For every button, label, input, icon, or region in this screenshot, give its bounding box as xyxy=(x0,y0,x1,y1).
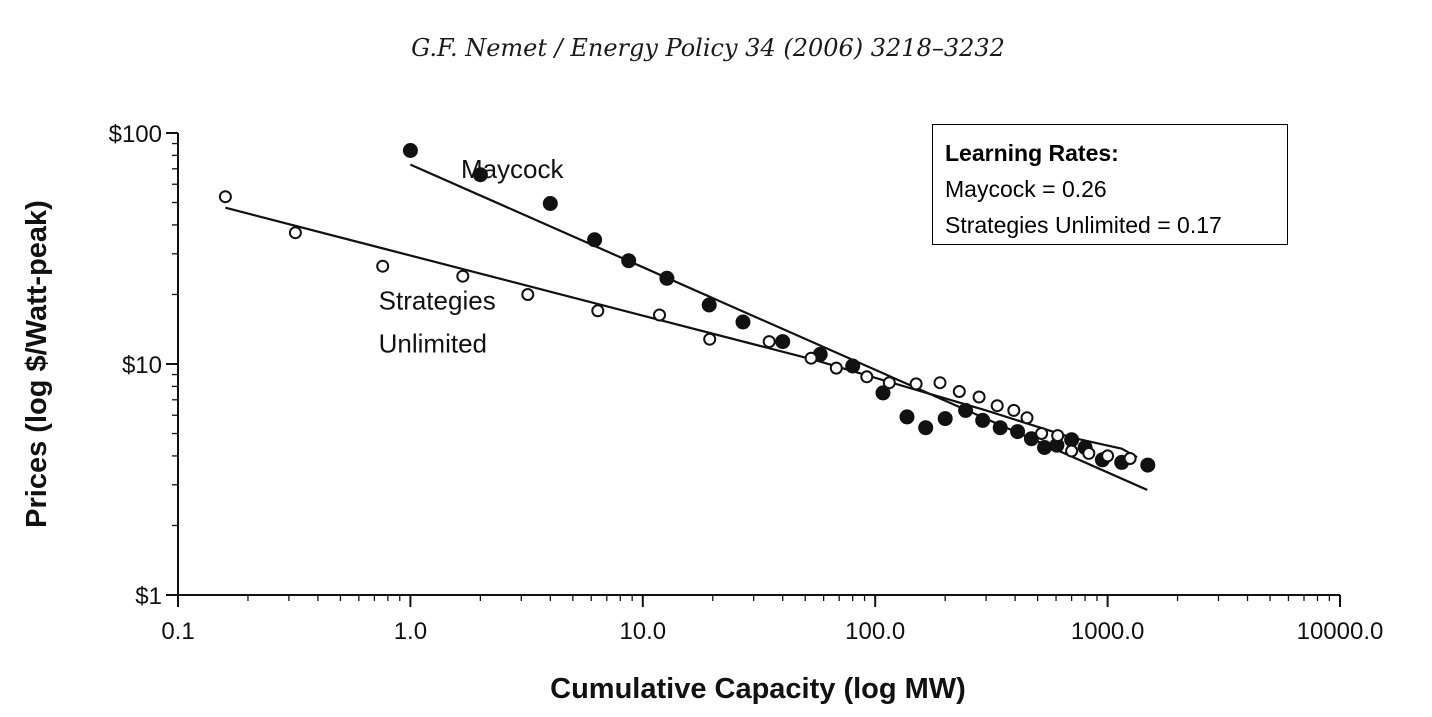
maycock-point xyxy=(918,420,934,436)
maycock-point xyxy=(1140,457,1156,473)
strategies-unlimited-point xyxy=(829,361,843,375)
maycock-point xyxy=(775,334,791,350)
y-tick-label: $100 xyxy=(109,121,162,148)
maycock-fit-line xyxy=(409,163,1148,491)
strategies-unlimited-point xyxy=(1082,446,1096,460)
chart-labels: Prices (log $/Watt-peak) Cumulative Capa… xyxy=(21,154,966,705)
strategies-unlimited-point xyxy=(990,399,1004,413)
series-annotation: Unlimited xyxy=(379,329,487,359)
maycock-point xyxy=(402,143,418,158)
maycock-point xyxy=(542,196,558,211)
strategies-unlimited-point xyxy=(952,385,966,398)
strategies-unlimited-point xyxy=(1020,411,1034,425)
maycock-point xyxy=(621,253,637,269)
maycock-point xyxy=(701,297,717,313)
journal-header: G.F. Nemet / Energy Policy 34 (2006) 321… xyxy=(411,34,1005,62)
series-annotation: Strategies xyxy=(379,286,496,316)
maycock-point xyxy=(975,412,991,428)
maycock-point xyxy=(992,420,1008,436)
strategies-unlimited-point xyxy=(456,269,470,283)
strategies-unlimited-point xyxy=(1101,449,1115,463)
x-tick-label: 100.0 xyxy=(845,618,905,645)
strategies-unlimited-point xyxy=(703,332,717,346)
x-axis-title: Cumulative Capacity (log MW) xyxy=(550,673,966,705)
strategies-unlimited-point xyxy=(1123,452,1137,465)
strategies-unlimited-point xyxy=(1065,444,1079,458)
x-tick-label: 1.0 xyxy=(394,618,427,645)
strategies-unlimited-point xyxy=(882,376,896,390)
strategies-unlimited-point xyxy=(762,335,776,349)
learning-rates-box: Learning Rates: Maycock = 0.26 Strategie… xyxy=(932,124,1288,245)
strategies-unlimited-point xyxy=(218,190,232,204)
maycock-point xyxy=(587,232,603,248)
maycock-point xyxy=(472,167,488,183)
strategies-unlimited-point xyxy=(909,377,923,391)
maycock-rate: Maycock = 0.26 xyxy=(945,176,1107,202)
strategies-unlimited-point xyxy=(1007,403,1021,417)
strategies-unlimited-point xyxy=(972,390,986,404)
x-tick-label: 1000.0 xyxy=(1071,618,1144,645)
y-axis-title: Prices (log $/Watt-peak) xyxy=(21,200,53,528)
maycock-point xyxy=(937,411,953,427)
maycock-point xyxy=(659,270,675,286)
maycock-point xyxy=(1037,440,1052,455)
strategies-unlimited-point xyxy=(288,226,302,240)
strategies-unlimited-point xyxy=(860,370,874,384)
maycock-point xyxy=(899,409,915,425)
maycock-point xyxy=(845,358,861,374)
maycock-point xyxy=(1010,424,1026,440)
strategies-unlimited-fit-line xyxy=(225,206,1138,459)
strategies-unlimited-point xyxy=(376,259,390,273)
strategies-rate: Strategies Unlimited = 0.17 xyxy=(945,212,1222,238)
y-tick-label: $1 xyxy=(135,583,162,610)
y-tick-label: $10 xyxy=(122,352,162,379)
x-tick-label: 10.0 xyxy=(619,618,666,645)
strategies-unlimited-point xyxy=(591,304,605,318)
learning-rates-title: Learning Rates: xyxy=(945,140,1119,166)
strategies-unlimited-point xyxy=(933,376,947,390)
strategies-unlimited-point xyxy=(653,308,666,322)
x-tick-label: 10000.0 xyxy=(1297,618,1384,645)
strategies-unlimited-point xyxy=(521,288,535,301)
strategies-unlimited-point xyxy=(1051,429,1065,443)
strategies-unlimited-point xyxy=(1035,427,1049,440)
maycock-point xyxy=(958,402,974,418)
data-points xyxy=(218,143,1156,473)
maycock-point xyxy=(875,385,891,401)
chart-axes: 0.1 1.0 10.0 100.0 1000.0 10000.0 $1 $10 $100 xyxy=(109,121,1384,645)
strategies-unlimited-point xyxy=(804,351,818,365)
x-tick-label: 0.1 xyxy=(161,618,194,645)
series-annotation: Maycock xyxy=(461,154,565,184)
maycock-point xyxy=(735,314,751,330)
